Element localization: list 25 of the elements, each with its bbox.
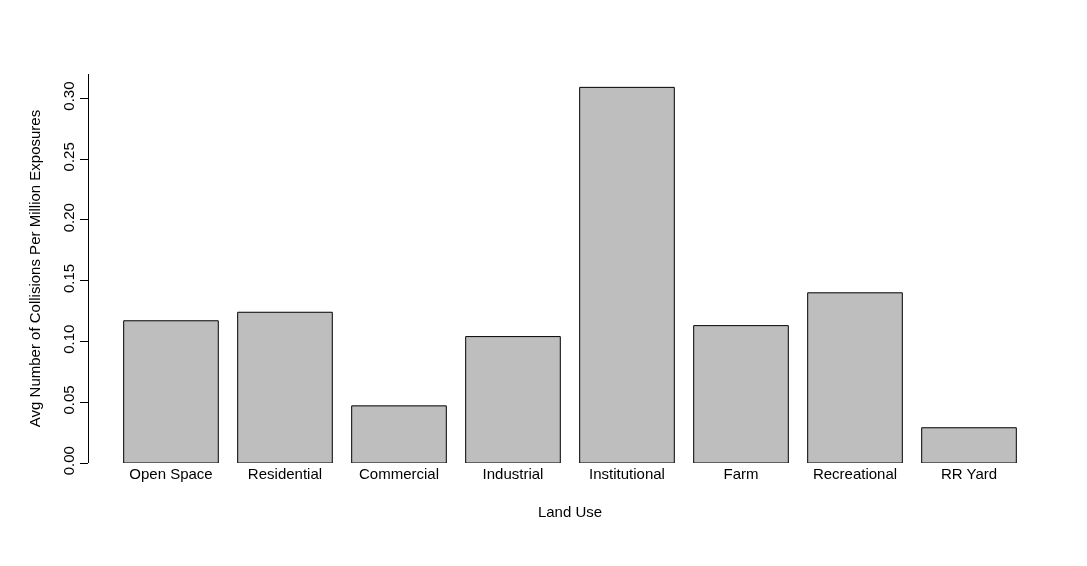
bar <box>237 311 333 463</box>
y-axis-title: Avg Number of Collisions Per Million Exposures <box>26 109 44 428</box>
bar <box>579 86 675 463</box>
x-tick-label: Residential <box>247 465 323 482</box>
bar <box>807 292 903 463</box>
x-tick-label: Institutional <box>589 465 665 482</box>
x-tick-label: Commercial <box>358 465 439 482</box>
x-tick-label: Farm <box>723 465 759 482</box>
bar <box>351 405 447 463</box>
y-tick-label: 0.05 <box>60 385 77 415</box>
bar <box>123 320 219 463</box>
x-tick-label: Open Space <box>129 465 213 482</box>
x-tick-label: Industrial <box>482 465 544 482</box>
bar <box>693 325 789 463</box>
y-tick-label: 0.20 <box>60 203 77 233</box>
y-tick-label: 0.15 <box>60 263 77 294</box>
x-axis-title: Land Use <box>537 503 603 520</box>
y-tick-label: 0.00 <box>60 446 77 476</box>
y-tick-label: 0.10 <box>60 324 77 354</box>
y-tick-label: 0.25 <box>60 142 77 172</box>
y-tick-label: 0.30 <box>60 81 77 111</box>
x-tick-label: Recreational <box>812 465 898 482</box>
bar <box>465 336 561 463</box>
bar <box>921 427 1017 463</box>
x-tick-label: RR Yard <box>940 465 998 482</box>
